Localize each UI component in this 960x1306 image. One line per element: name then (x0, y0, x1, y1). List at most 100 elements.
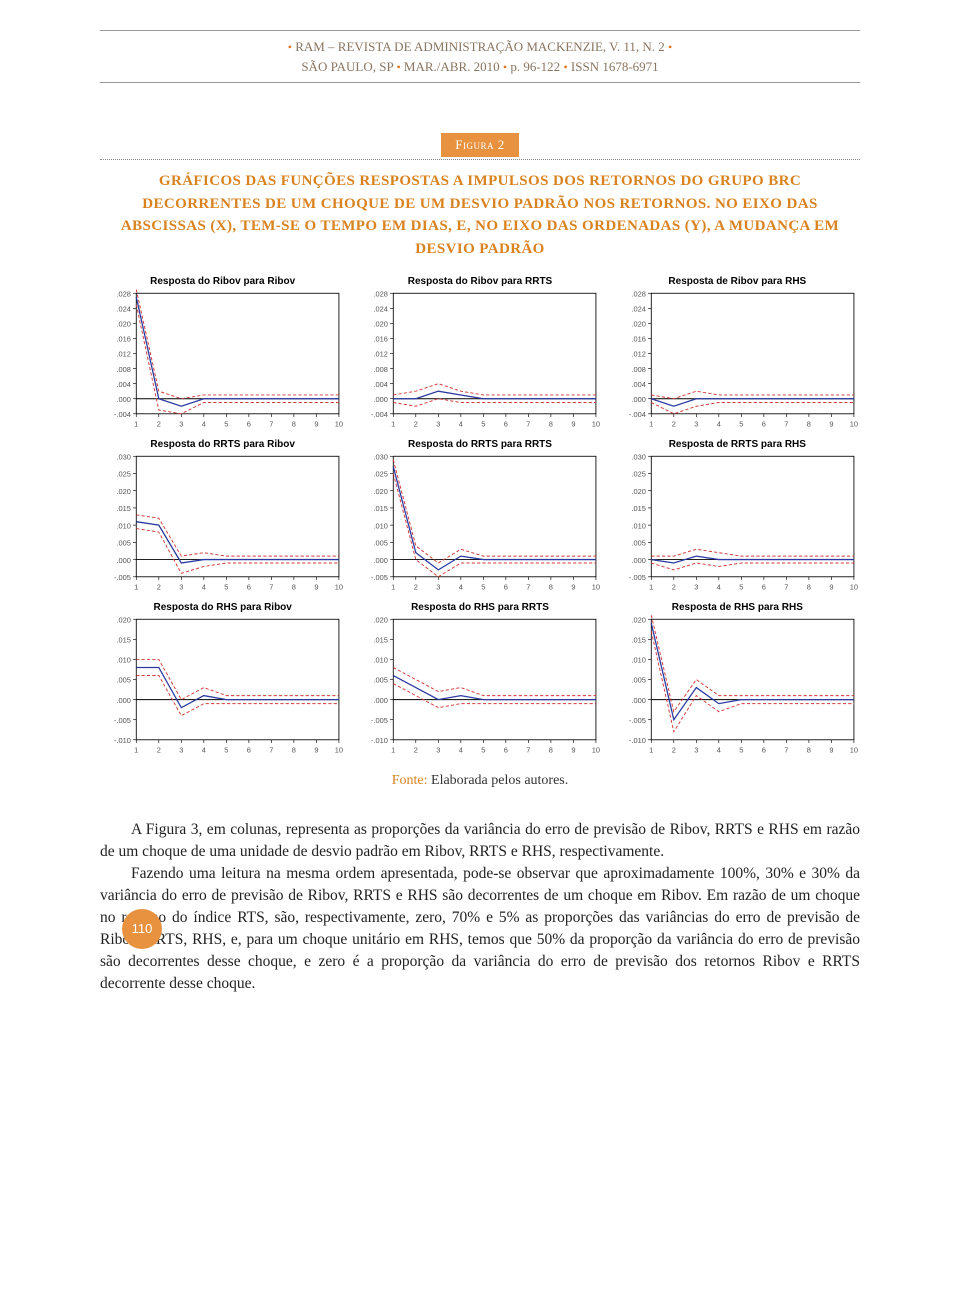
chart-title: Resposta do Ribov para Ribov (100, 276, 345, 287)
svg-text:7: 7 (527, 583, 531, 592)
svg-text:.015: .015 (374, 636, 389, 645)
chart-panel: Resposta do Ribov para RRTS-.004.000.004… (357, 276, 602, 433)
svg-text:.020: .020 (116, 615, 131, 624)
svg-text:1: 1 (392, 420, 396, 429)
bullet-icon: • (503, 60, 507, 74)
svg-text:.030: .030 (631, 452, 646, 461)
svg-text:8: 8 (549, 746, 553, 755)
svg-text:4: 4 (459, 746, 463, 755)
chart-panel: Resposta do RHS para RRTS-.010-.005.000.… (357, 602, 602, 759)
svg-text:.005: .005 (374, 676, 389, 685)
svg-text:3: 3 (437, 746, 441, 755)
svg-text:9: 9 (829, 420, 833, 429)
svg-text:5: 5 (224, 420, 228, 429)
impulse-response-chart: -.010-.005.000.005.010.015.0201234567891… (615, 615, 860, 759)
svg-text:.005: .005 (631, 676, 646, 685)
header-date: MAR./ABR. 2010 (404, 59, 500, 74)
svg-text:8: 8 (806, 420, 810, 429)
chart-grid: Resposta do Ribov para Ribov-.004.000.00… (100, 276, 860, 759)
svg-text:.005: .005 (631, 539, 646, 548)
svg-text:9: 9 (314, 583, 318, 592)
svg-text:.020: .020 (631, 615, 646, 624)
svg-text:.000: .000 (631, 395, 646, 404)
svg-text:4: 4 (202, 420, 206, 429)
svg-text:-.010: -.010 (629, 736, 646, 745)
svg-text:3: 3 (179, 420, 183, 429)
fonte-label: Fonte: (392, 773, 428, 788)
svg-text:5: 5 (739, 583, 743, 592)
paragraph-2: Fazendo uma leitura na mesma ordem apres… (100, 863, 860, 995)
svg-text:.020: .020 (374, 615, 389, 624)
svg-text:3: 3 (694, 420, 698, 429)
svg-text:.000: .000 (374, 696, 389, 705)
svg-text:.005: .005 (374, 539, 389, 548)
svg-text:8: 8 (806, 746, 810, 755)
svg-text:8: 8 (549, 583, 553, 592)
svg-text:.015: .015 (631, 636, 646, 645)
svg-text:2: 2 (414, 420, 418, 429)
svg-text:.016: .016 (374, 335, 389, 344)
svg-text:7: 7 (527, 746, 531, 755)
svg-text:9: 9 (572, 746, 576, 755)
svg-text:.024: .024 (631, 305, 646, 314)
svg-text:3: 3 (437, 420, 441, 429)
svg-text:.000: .000 (631, 556, 646, 565)
svg-text:6: 6 (761, 420, 765, 429)
svg-text:1: 1 (392, 583, 396, 592)
svg-text:7: 7 (784, 583, 788, 592)
bullet-icon: • (668, 40, 672, 54)
svg-text:-.005: -.005 (114, 573, 131, 582)
svg-text:2: 2 (414, 583, 418, 592)
svg-text:7: 7 (269, 583, 273, 592)
body-text: A Figura 3, em colunas, representa as pr… (100, 819, 860, 995)
svg-text:.028: .028 (374, 289, 389, 298)
svg-text:.020: .020 (116, 320, 131, 329)
svg-text:.000: .000 (116, 556, 131, 565)
header-pages: p. 96-122 (510, 59, 560, 74)
chart-title: Resposta do RRTS para Ribov (100, 439, 345, 450)
svg-text:.004: .004 (631, 380, 646, 389)
svg-text:2: 2 (671, 420, 675, 429)
svg-text:9: 9 (572, 420, 576, 429)
impulse-response-chart: -.005.000.005.010.015.020.025.0301234567… (357, 452, 602, 596)
svg-text:2: 2 (157, 583, 161, 592)
paragraph-1: A Figura 3, em colunas, representa as pr… (100, 819, 860, 863)
svg-text:.010: .010 (374, 521, 389, 530)
chart-title: Resposta de RRTS para RHS (615, 439, 860, 450)
svg-text:8: 8 (806, 583, 810, 592)
svg-text:1: 1 (392, 746, 396, 755)
svg-text:.020: .020 (374, 320, 389, 329)
fonte-text: Elaborada pelos autores. (431, 773, 568, 788)
chart-panel: Resposta de RHS para RHS-.010-.005.000.0… (615, 602, 860, 759)
svg-text:1: 1 (134, 583, 138, 592)
impulse-response-chart: -.004.000.004.008.012.016.020.024.028123… (615, 289, 860, 433)
svg-text:10: 10 (592, 420, 600, 429)
header-rule-top (100, 30, 860, 31)
svg-text:6: 6 (761, 746, 765, 755)
figure-badge: Figura 2 (441, 133, 518, 157)
svg-text:2: 2 (157, 746, 161, 755)
svg-text:.020: .020 (631, 320, 646, 329)
svg-text:10: 10 (335, 583, 343, 592)
svg-text:.012: .012 (116, 350, 131, 359)
svg-text:8: 8 (292, 420, 296, 429)
svg-text:-.005: -.005 (629, 716, 646, 725)
svg-text:5: 5 (482, 420, 486, 429)
svg-text:5: 5 (482, 583, 486, 592)
svg-text:.025: .025 (374, 470, 389, 479)
svg-text:7: 7 (527, 420, 531, 429)
bullet-icon: • (563, 60, 567, 74)
svg-text:.016: .016 (631, 335, 646, 344)
svg-text:.008: .008 (631, 365, 646, 374)
svg-text:3: 3 (179, 583, 183, 592)
svg-text:4: 4 (716, 583, 720, 592)
svg-text:-.010: -.010 (114, 736, 131, 745)
svg-text:.000: .000 (631, 696, 646, 705)
chart-title: Resposta de Ribov para RHS (615, 276, 860, 287)
svg-text:.020: .020 (631, 487, 646, 496)
svg-text:.024: .024 (116, 305, 131, 314)
svg-text:3: 3 (437, 583, 441, 592)
svg-text:6: 6 (247, 746, 251, 755)
svg-text:.004: .004 (116, 380, 131, 389)
impulse-response-chart: -.005.000.005.010.015.020.025.0301234567… (615, 452, 860, 596)
